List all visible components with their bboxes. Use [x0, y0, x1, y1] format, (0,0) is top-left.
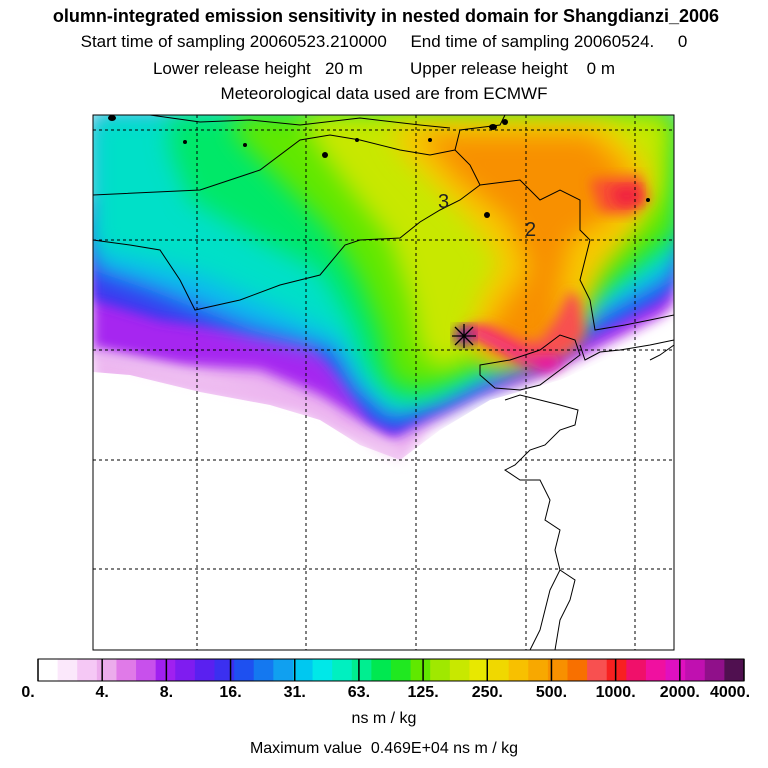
colorbar-units: ns m / kg: [351, 710, 417, 727]
met-data-source: Meteorological data used are from ECMWF: [220, 84, 548, 103]
colorbar-swatch: [214, 659, 235, 681]
colorbar-swatch: [626, 659, 647, 681]
colorbar-swatch: [77, 659, 98, 681]
colorbar-swatch: [371, 659, 392, 681]
colorbar-swatch: [704, 659, 725, 681]
release-heights: Lower release height 20 m Upper release …: [152, 59, 616, 78]
colorbar-swatch: [96, 659, 117, 681]
colorbar-tick-label: 1000.: [595, 684, 636, 701]
colorbar-tick-label: 4000.: [709, 684, 751, 701]
region-label-2: 2: [525, 219, 536, 241]
colorbar-swatch: [528, 659, 549, 681]
colorbar-tick-label: 8.: [159, 684, 174, 701]
colorbar-swatch: [175, 659, 196, 681]
colorbar-swatch: [351, 659, 372, 681]
colorbar-tick-label: 0.: [21, 684, 35, 701]
colorbar-swatch: [253, 659, 274, 681]
colorbar-tick-label: 125.: [407, 684, 439, 701]
colorbar-swatch: [312, 659, 333, 681]
country-borders: [92, 114, 675, 651]
colorbar-swatch: [430, 659, 451, 681]
colorbar-swatch: [194, 659, 215, 681]
map-frame: [92, 114, 675, 651]
colorbar-swatch: [136, 659, 157, 681]
sampling-times: Start time of sampling 20060523.210000 E…: [80, 32, 688, 51]
colorbar: [37, 658, 745, 682]
colorbar-tick-label: 31.: [283, 684, 306, 701]
colorbar-swatch: [665, 659, 686, 681]
colorbar-swatch: [508, 659, 529, 681]
colorbar-swatch: [724, 659, 745, 681]
colorbar-tick-label: 16.: [219, 684, 242, 701]
star-icon: [452, 324, 476, 348]
colorbar-swatch: [273, 659, 294, 681]
colorbar-tick-label: 250.: [471, 684, 503, 701]
colorbar-swatch: [332, 659, 353, 681]
maximum-value: Maximum value 0.469E+04 ns m / kg: [249, 740, 519, 757]
colorbar-swatch: [38, 659, 59, 681]
colorbar-swatch: [234, 659, 255, 681]
colorbar-swatch: [685, 659, 706, 681]
colorbar-swatch: [469, 659, 490, 681]
colorbar-tick-label: 2000.: [659, 684, 700, 701]
lakes: [108, 115, 650, 218]
colorbar-swatch: [116, 659, 137, 681]
sensitivity-field: [93, 115, 674, 650]
colorbar-swatch: [57, 659, 78, 681]
colorbar-swatch: [292, 659, 314, 681]
colorbar-swatch: [410, 659, 431, 681]
colorbar-tick-label: 4.: [95, 684, 109, 701]
colorbar-swatch: [391, 659, 412, 681]
colorbar-swatch: [606, 659, 627, 681]
colorbar-swatch: [489, 659, 510, 681]
colorbar-swatch: [587, 659, 608, 681]
region-label-3: 3: [438, 191, 449, 213]
colorbar-swatch: [547, 659, 568, 681]
plot-title: olumn-integrated emission sensitivity in…: [52, 6, 720, 26]
colorbar-tick-label: 63.: [347, 684, 371, 701]
colorbar-tick-label: 500.: [535, 684, 568, 701]
colorbar-swatch: [645, 659, 667, 681]
colorbar-swatch: [567, 659, 588, 681]
colorbar-swatch: [449, 659, 470, 681]
map-grid: [93, 115, 674, 650]
colorbar-frame: [37, 658, 745, 682]
